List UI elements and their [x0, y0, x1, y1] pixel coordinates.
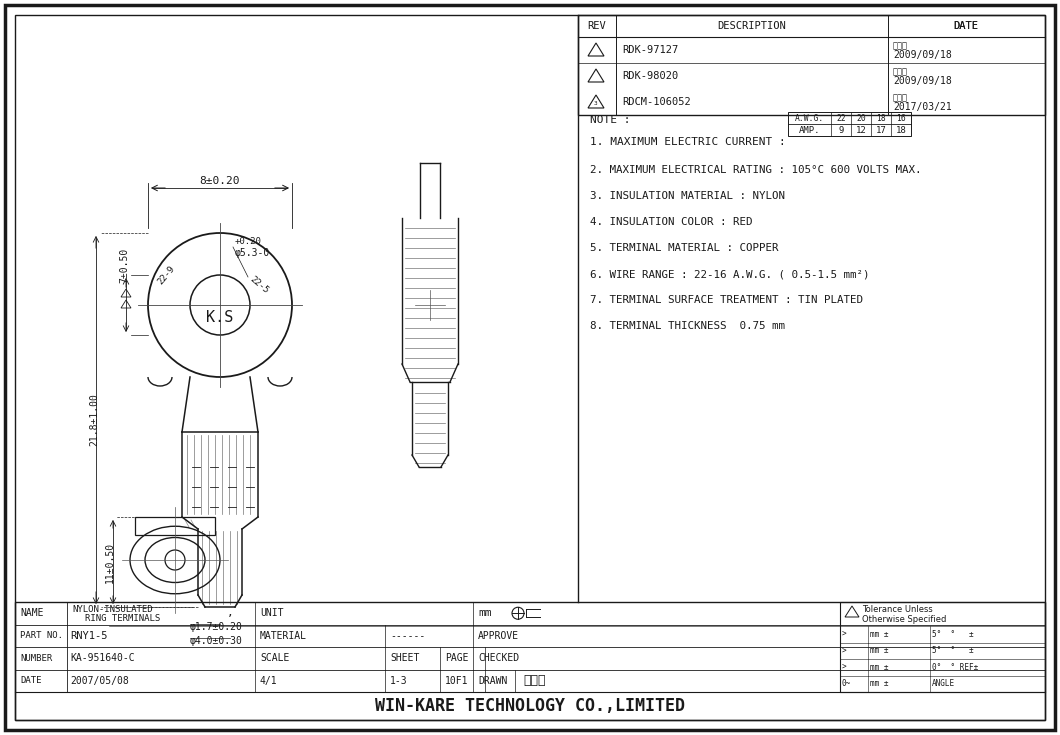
Text: 16: 16: [896, 113, 906, 123]
Text: NUMBER: NUMBER: [20, 653, 52, 663]
Text: 4/1: 4/1: [260, 675, 278, 686]
Text: 6. WIRE RANGE : 22-16 A.W.G. ( 0.5-1.5 mm²): 6. WIRE RANGE : 22-16 A.W.G. ( 0.5-1.5 m…: [590, 269, 869, 279]
Text: 5°  °   ±: 5° ° ±: [932, 646, 974, 655]
Text: 4. INSULATION COLOR : RED: 4. INSULATION COLOR : RED: [590, 217, 753, 227]
Text: 7. TERMINAL SURFACE TREATMENT : TIN PLATED: 7. TERMINAL SURFACE TREATMENT : TIN PLAT…: [590, 295, 863, 305]
Text: mm ±: mm ±: [870, 679, 888, 688]
Text: DATE: DATE: [954, 21, 978, 31]
Text: 3: 3: [594, 101, 598, 106]
Text: SCALE: SCALE: [260, 653, 289, 663]
Text: 11±0.50: 11±0.50: [105, 542, 114, 583]
Text: DATE: DATE: [20, 676, 41, 685]
Text: 7±0.50: 7±0.50: [119, 248, 129, 283]
Text: NOTE :: NOTE :: [590, 115, 631, 125]
Text: K.S: K.S: [207, 309, 233, 324]
Text: 18: 18: [877, 113, 886, 123]
Text: 訂正加: 訂正加: [893, 41, 908, 51]
Text: 9: 9: [838, 126, 844, 135]
Text: AMP.: AMP.: [799, 126, 820, 135]
Text: 林潟永: 林潟永: [893, 93, 908, 102]
Text: 18: 18: [896, 126, 906, 135]
Text: RDCM-106052: RDCM-106052: [622, 97, 691, 107]
Text: 2. MAXIMUM ELECTRICAL RATING : 105°C 600 VOLTS MAX.: 2. MAXIMUM ELECTRICAL RATING : 105°C 600…: [590, 165, 921, 175]
Bar: [135, 517, 215, 535]
Text: 2007/05/08: 2007/05/08: [70, 675, 128, 686]
Text: WIN-KARE TECHNOLOGY CO.,LIMITED: WIN-KARE TECHNOLOGY CO.,LIMITED: [375, 697, 685, 715]
Text: 1. MAXIMUM ELECTRIC CURRENT :: 1. MAXIMUM ELECTRIC CURRENT :: [590, 137, 785, 147]
Text: 22-9: 22-9: [156, 264, 177, 286]
Text: 訂正加: 訂正加: [893, 68, 908, 76]
Text: 2017/03/21: 2017/03/21: [893, 102, 952, 112]
Text: mm ±: mm ±: [870, 630, 888, 639]
Text: DESCRIPTION: DESCRIPTION: [718, 21, 787, 31]
Text: 22-5: 22-5: [248, 275, 270, 295]
Text: 8. TERMINAL THICKNESS  0.75 mm: 8. TERMINAL THICKNESS 0.75 mm: [590, 321, 785, 331]
Text: 21.8±1.00: 21.8±1.00: [89, 393, 99, 446]
Text: 10F1: 10F1: [445, 675, 469, 686]
Text: PART NO.: PART NO.: [20, 631, 63, 640]
Text: KA-951640-C: KA-951640-C: [70, 653, 135, 663]
Text: RNY1-5: RNY1-5: [70, 631, 107, 641]
Text: >: >: [842, 630, 847, 639]
Bar: [840, 602, 1045, 692]
Text: φ5.3-0: φ5.3-0: [235, 248, 270, 258]
Text: >: >: [842, 663, 847, 672]
Text: 3. INSULATION MATERIAL : NYLON: 3. INSULATION MATERIAL : NYLON: [590, 191, 785, 201]
Text: CHECKED: CHECKED: [478, 653, 519, 663]
Text: 張鬻尹: 張鬻尹: [523, 674, 546, 687]
Text: NYLON-INSULATED: NYLON-INSULATED: [72, 605, 153, 614]
Text: Tolerance Unless: Tolerance Unless: [862, 606, 933, 614]
Text: φ1.7±0.20: φ1.7±0.20: [190, 622, 243, 632]
Text: RDK-97127: RDK-97127: [622, 45, 678, 55]
Text: DATE: DATE: [954, 21, 978, 31]
Text: ------: ------: [390, 631, 425, 641]
Text: 8±0.20: 8±0.20: [199, 176, 241, 186]
Text: SHEET: SHEET: [390, 653, 420, 663]
Text: 5°  °   ±: 5° ° ±: [932, 630, 974, 639]
Text: mm ±: mm ±: [870, 646, 888, 655]
Text: ,: ,: [227, 609, 234, 618]
Text: 5. TERMINAL MATERIAL : COPPER: 5. TERMINAL MATERIAL : COPPER: [590, 243, 778, 253]
Text: A.W.G.: A.W.G.: [795, 113, 824, 123]
Bar: [788, 112, 911, 136]
Text: REV: REV: [587, 21, 606, 31]
Text: mm: mm: [478, 609, 492, 618]
Text: RDK-98020: RDK-98020: [622, 71, 678, 81]
Text: ANGLE: ANGLE: [932, 679, 955, 688]
Text: DRAWN: DRAWN: [478, 675, 508, 686]
Text: UNIT: UNIT: [260, 609, 283, 618]
Text: 0°  ° REF±: 0° ° REF±: [932, 663, 978, 672]
Text: φ4.0±0.30: φ4.0±0.30: [190, 636, 243, 646]
Bar: [578, 15, 1045, 115]
Bar: [15, 602, 1045, 720]
Text: Otherwise Specified: Otherwise Specified: [862, 615, 947, 625]
Text: mm ±: mm ±: [870, 663, 888, 672]
Text: MATERIAL: MATERIAL: [260, 631, 307, 641]
Text: RING TERMINALS: RING TERMINALS: [85, 614, 160, 623]
Text: 0~: 0~: [842, 679, 851, 688]
Text: 12: 12: [855, 126, 866, 135]
Text: 1-3: 1-3: [390, 675, 408, 686]
Text: 2009/09/18: 2009/09/18: [893, 76, 952, 86]
Text: +0.20: +0.20: [235, 237, 262, 245]
Text: NAME: NAME: [20, 609, 43, 618]
Text: 20: 20: [856, 113, 866, 123]
Text: APPROVE: APPROVE: [478, 631, 519, 641]
Text: 2009/09/18: 2009/09/18: [893, 50, 952, 60]
Text: 22: 22: [836, 113, 846, 123]
Text: 17: 17: [876, 126, 886, 135]
Text: PAGE: PAGE: [445, 653, 469, 663]
Text: >: >: [842, 646, 847, 655]
